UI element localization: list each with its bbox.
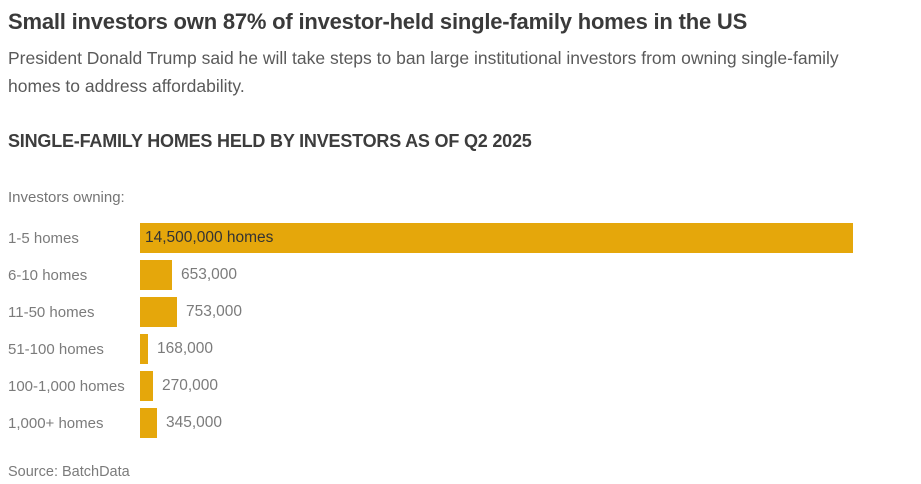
bar (140, 334, 148, 365)
category-label: 1,000+ homes (8, 414, 104, 432)
bar-area: 753,000 (140, 297, 913, 328)
value-label: 753,000 (186, 303, 243, 321)
bar (140, 371, 153, 402)
page-subtitle: President Donald Trump said he will take… (8, 48, 839, 97)
bar (140, 297, 177, 328)
bar-area: 14,500,000 homes (140, 223, 913, 254)
category-label: 1-5 homes (8, 229, 79, 247)
bar (140, 408, 157, 439)
source-note: Source: BatchData (8, 464, 130, 481)
bar-row: 11-50 homes 753,000 (8, 297, 913, 328)
bar-chart: 1-5 homes 14,500,000 homes 6-10 homes 65… (8, 223, 913, 439)
chart-title: SINGLE-FAMILY HOMES HELD BY INVESTORS AS… (8, 131, 532, 152)
category-label: 11-50 homes (8, 303, 95, 321)
axis-intro-label: Investors owning: (8, 189, 125, 207)
page-title: Small investors own 87% of investor-held… (8, 9, 748, 34)
bar-row: 1-5 homes 14,500,000 homes (8, 223, 913, 254)
value-label: 270,000 (162, 377, 219, 395)
bar-area: 168,000 (140, 334, 913, 365)
bar-row: 51-100 homes 168,000 (8, 334, 913, 365)
category-label: 6-10 homes (8, 266, 88, 284)
category-label: 51-100 homes (8, 340, 104, 358)
bar-area: 270,000 (140, 371, 913, 402)
value-label: 653,000 (181, 266, 238, 284)
bar (140, 260, 172, 291)
bar-row: 100-1,000 homes 270,000 (8, 371, 913, 402)
bar-row: 1,000+ homes 345,000 (8, 408, 913, 439)
value-label: 345,000 (166, 414, 223, 432)
bar-area: 345,000 (140, 408, 913, 439)
bar-area: 653,000 (140, 260, 913, 291)
value-label: 14,500,000 homes (145, 229, 274, 247)
bar-row: 6-10 homes 653,000 (8, 260, 913, 291)
value-label: 168,000 (157, 340, 214, 358)
category-label: 100-1,000 homes (8, 377, 125, 395)
bar: 14,500,000 homes (140, 223, 853, 254)
